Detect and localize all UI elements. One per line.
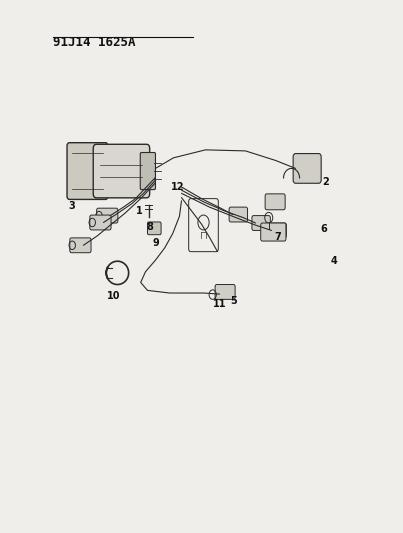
- Text: 6: 6: [320, 224, 327, 235]
- Text: 1: 1: [136, 206, 143, 216]
- Text: 3: 3: [68, 200, 75, 211]
- FancyBboxPatch shape: [261, 223, 286, 241]
- FancyBboxPatch shape: [265, 194, 285, 210]
- FancyBboxPatch shape: [229, 207, 247, 222]
- FancyBboxPatch shape: [93, 144, 150, 198]
- Text: 2: 2: [322, 176, 329, 187]
- Text: 9: 9: [152, 238, 159, 248]
- FancyBboxPatch shape: [67, 143, 108, 199]
- FancyBboxPatch shape: [293, 154, 321, 183]
- FancyBboxPatch shape: [97, 208, 118, 223]
- Text: 10: 10: [107, 290, 120, 301]
- Text: 7: 7: [274, 232, 281, 243]
- FancyBboxPatch shape: [140, 152, 156, 190]
- FancyBboxPatch shape: [215, 285, 235, 300]
- Text: 11: 11: [213, 298, 226, 309]
- FancyBboxPatch shape: [252, 216, 270, 230]
- FancyBboxPatch shape: [147, 222, 161, 235]
- Text: 12: 12: [171, 182, 184, 192]
- Text: 8: 8: [146, 222, 153, 232]
- Text: 5: 5: [230, 296, 237, 306]
- Text: 91J14 1625A: 91J14 1625A: [54, 36, 136, 49]
- FancyBboxPatch shape: [268, 223, 287, 238]
- FancyBboxPatch shape: [70, 238, 91, 253]
- FancyBboxPatch shape: [90, 215, 111, 230]
- Text: 4: 4: [330, 256, 337, 266]
